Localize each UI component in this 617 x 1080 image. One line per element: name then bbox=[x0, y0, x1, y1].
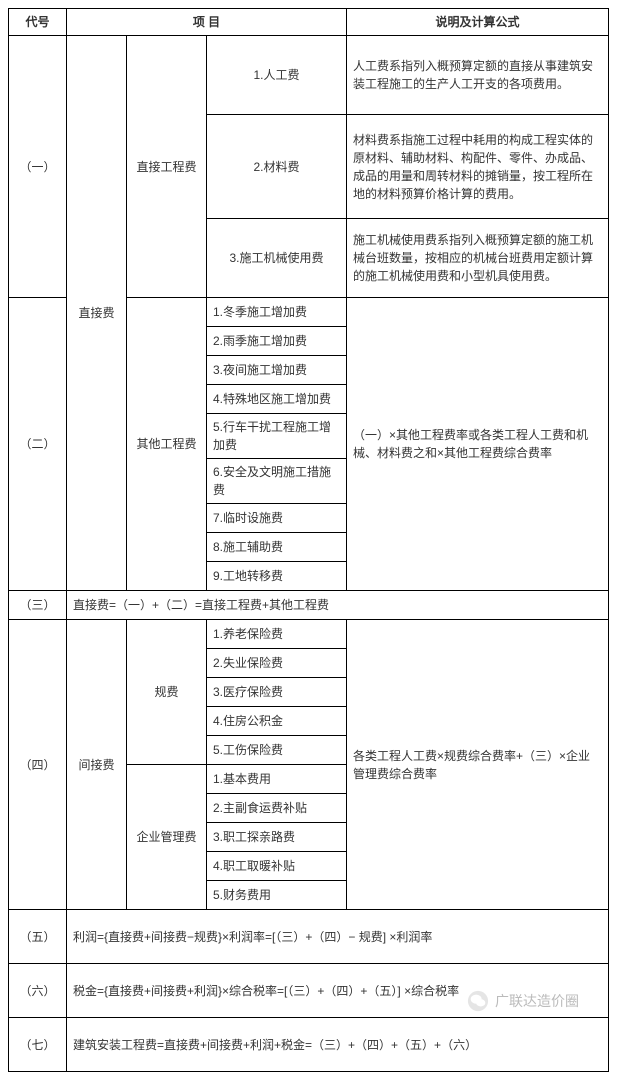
qy-item-2: 2.主副食运费补贴 bbox=[207, 794, 347, 823]
qy-item-5: 5.财务费用 bbox=[207, 881, 347, 910]
indirect-desc: 各类工程人工费×规费综合费率+（三）×企业管理费综合费率 bbox=[347, 620, 609, 910]
code-2: （二） bbox=[9, 298, 67, 591]
other-desc: （一）×其他工程费率或各类工程人工费和机械、材料费之和×其他工程费综合费率 bbox=[347, 298, 609, 591]
formula-6: 税金={直接费+间接费+利润}×综合税率=[（三）+（四）+（五）] ×综合税率 bbox=[67, 964, 609, 1018]
qy-item-3: 3.职工探亲路费 bbox=[207, 823, 347, 852]
formula-7: 建筑安装工程费=直接费+间接费+利润+税金=（三）+（四）+（五）+（六） bbox=[67, 1018, 609, 1072]
other-item-5: 5.行车干扰工程施工增加费 bbox=[207, 414, 347, 459]
qy-item-1: 1.基本费用 bbox=[207, 765, 347, 794]
direct-eng-fee: 直接工程费 bbox=[127, 36, 207, 298]
other-item-6: 6.安全及文明施工措施费 bbox=[207, 459, 347, 504]
formula-5: 利润={直接费+间接费−规费}×利润率=[（三）+（四）− 规费] ×利润率 bbox=[67, 910, 609, 964]
desc-machine: 施工机械使用费系指列入概预算定额的施工机械台班数量，按相应的机械台班费用定额计算… bbox=[347, 219, 609, 298]
desc-labor: 人工费系指列入概预算定额的直接从事建筑安装工程施工的生产人工开支的各项费用。 bbox=[347, 36, 609, 115]
item-labor: 1.人工费 bbox=[207, 36, 347, 115]
gui-fee: 规费 bbox=[127, 620, 207, 765]
table-header-row: 代号 项 目 说明及计算公式 bbox=[9, 9, 609, 36]
code-7: （七） bbox=[9, 1018, 67, 1072]
other-item-3: 3.夜间施工增加费 bbox=[207, 356, 347, 385]
other-eng-fee: 其他工程费 bbox=[127, 298, 207, 591]
other-item-1: 1.冬季施工增加费 bbox=[207, 298, 347, 327]
item-machine: 3.施工机械使用费 bbox=[207, 219, 347, 298]
direct-fee: 直接费 bbox=[67, 36, 127, 591]
code-6: （六） bbox=[9, 964, 67, 1018]
col-item: 项 目 bbox=[67, 9, 347, 36]
item-material: 2.材料费 bbox=[207, 115, 347, 219]
gf-item-5: 5.工伤保险费 bbox=[207, 736, 347, 765]
formula-3: 直接费=（一）+（二）=直接工程费+其他工程费 bbox=[67, 591, 609, 620]
col-code: 代号 bbox=[9, 9, 67, 36]
ent-mgmt-fee: 企业管理费 bbox=[127, 765, 207, 910]
gf-item-2: 2.失业保险费 bbox=[207, 649, 347, 678]
code-3: （三） bbox=[9, 591, 67, 620]
gf-item-3: 3.医疗保险费 bbox=[207, 678, 347, 707]
desc-material: 材料费系指施工过程中耗用的构成工程实体的原材料、辅助材料、构配件、零件、办成品、… bbox=[347, 115, 609, 219]
other-item-4: 4.特殊地区施工增加费 bbox=[207, 385, 347, 414]
gf-item-1: 1.养老保险费 bbox=[207, 620, 347, 649]
code-1: （一） bbox=[9, 36, 67, 298]
cost-table: 代号 项 目 说明及计算公式 （一） 直接费 直接工程费 1.人工费 人工费系指… bbox=[8, 8, 609, 1072]
other-item-8: 8.施工辅助费 bbox=[207, 533, 347, 562]
other-item-7: 7.临时设施费 bbox=[207, 504, 347, 533]
indirect-fee: 间接费 bbox=[67, 620, 127, 910]
other-item-9: 9.工地转移费 bbox=[207, 562, 347, 591]
gf-item-4: 4.住房公积金 bbox=[207, 707, 347, 736]
other-item-2: 2.雨季施工增加费 bbox=[207, 327, 347, 356]
code-5: （五） bbox=[9, 910, 67, 964]
qy-item-4: 4.职工取暖补贴 bbox=[207, 852, 347, 881]
col-desc: 说明及计算公式 bbox=[347, 9, 609, 36]
code-4: （四） bbox=[9, 620, 67, 910]
